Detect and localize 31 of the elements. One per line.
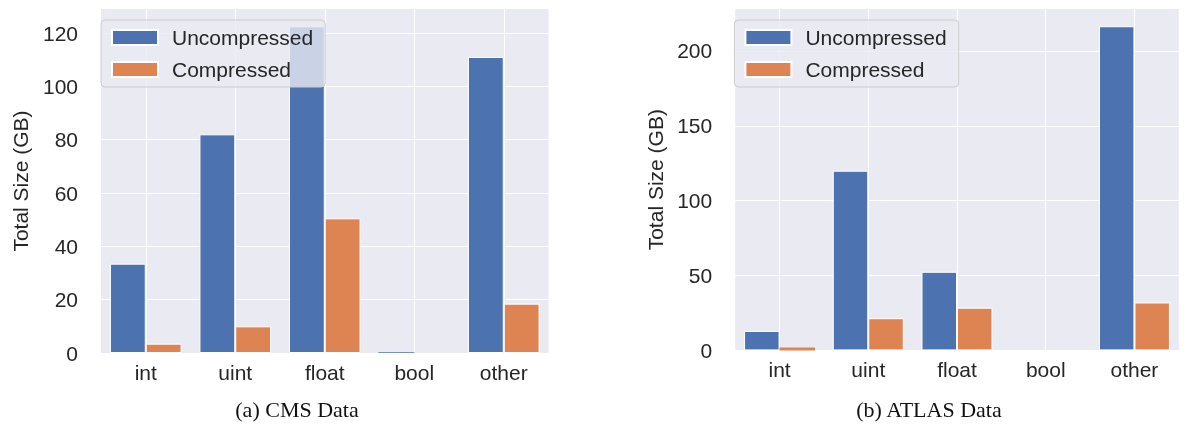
y-tick-label: 80 (54, 128, 78, 152)
legend-label: Compressed (172, 58, 292, 81)
x-tick-label: float (937, 358, 978, 382)
x-tick-label: bool (394, 361, 435, 384)
x-tick-label: other (1110, 358, 1159, 382)
x-tick-label: int (134, 361, 157, 384)
x-tick-label: int (768, 358, 791, 382)
y-tick-label: 150 (677, 114, 713, 138)
y-axis-title: Total Size (GB) (9, 110, 32, 252)
legend-label: Uncompressed (805, 26, 947, 49)
y-tick-label: 0 (700, 338, 713, 362)
y-tick-label: 100 (42, 74, 78, 98)
bar (779, 347, 816, 351)
legend-label: Uncompressed (172, 26, 314, 49)
x-tick-label: uint (851, 358, 886, 382)
x-tick-label: float (304, 361, 345, 384)
y-tick-label: 100 (677, 189, 713, 213)
y-tick-label: 50 (688, 264, 713, 288)
y-tick-label: 120 (42, 21, 78, 45)
y-tick-label: 0 (66, 341, 78, 365)
x-tick-label: bool (1025, 358, 1066, 382)
x-tick-label: uint (218, 361, 253, 384)
text: (a) CMS Data (235, 396, 359, 422)
text: (b) ATLAS Data (856, 396, 1002, 422)
y-axis-title: Total Size (GB) (644, 109, 668, 251)
y-tick-label: 40 (54, 234, 78, 258)
y-tick-label: 60 (54, 181, 78, 205)
legend-label: Compressed (805, 58, 925, 81)
y-tick-label: 200 (677, 39, 713, 63)
x-tick-label: other (479, 361, 528, 384)
y-tick-label: 20 (54, 288, 78, 312)
